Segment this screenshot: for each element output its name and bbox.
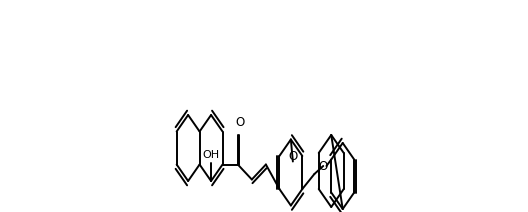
Text: O: O [318,159,328,173]
Text: O: O [235,117,244,130]
Text: O: O [288,151,297,163]
Text: OH: OH [203,150,220,160]
